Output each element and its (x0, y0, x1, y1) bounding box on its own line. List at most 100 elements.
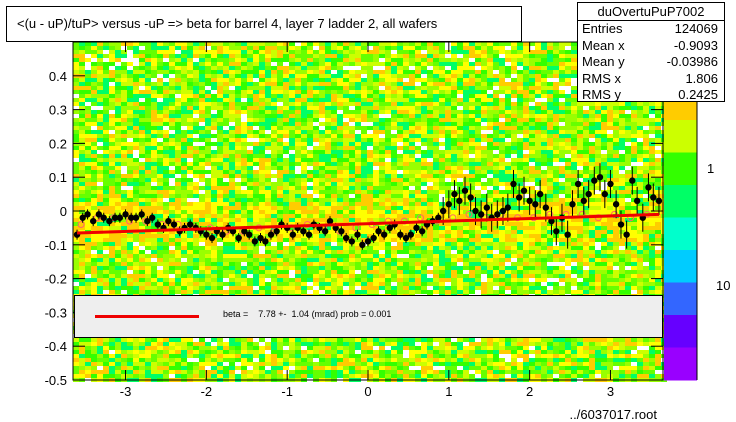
data-point (633, 197, 641, 205)
data-point (127, 214, 135, 221)
data-point (515, 194, 523, 201)
y-tick-label: -0.1 (45, 238, 67, 253)
y-tick-label: -0.5 (45, 373, 67, 388)
z-color-cell (664, 282, 697, 316)
data-point (165, 217, 172, 225)
stats-value: 1.806 (685, 70, 718, 86)
data-point (542, 204, 550, 211)
data-point (235, 234, 242, 242)
y-tick-label: -0.2 (45, 272, 67, 287)
data-point (111, 214, 119, 221)
data-point (397, 231, 404, 238)
data-point (375, 228, 382, 235)
data-point (456, 197, 463, 205)
data-point (79, 214, 86, 221)
data-point (494, 211, 501, 218)
data-point (100, 214, 107, 221)
z-color-cell (664, 152, 697, 186)
data-point (623, 231, 630, 238)
stats-value: 124069 (674, 21, 718, 36)
data-point (186, 221, 194, 228)
z-tick-label: 10 (716, 278, 730, 293)
data-point (359, 241, 366, 248)
data-point (257, 234, 264, 242)
y-tick-label: 0.1 (49, 170, 67, 185)
data-point (445, 201, 453, 208)
data-point (305, 231, 313, 238)
data-point (569, 201, 576, 208)
stats-value: 0.2425 (678, 87, 718, 102)
data-point (617, 221, 625, 228)
data-point (122, 211, 129, 218)
data-point (338, 228, 345, 235)
data-point (332, 224, 339, 232)
data-point (526, 197, 533, 205)
stats-label: RMS y (582, 87, 621, 102)
fit-legend: beta = 7.78 +- 1.04 (mrad) prob = 0.001 (74, 295, 663, 338)
data-point (607, 180, 614, 188)
y-tick-label: 0 (60, 204, 67, 219)
data-point (132, 214, 140, 221)
y-tick-label: 0.2 (49, 136, 67, 151)
stats-row-mean-y: Mean y -0.03986 (578, 54, 724, 71)
legend-text: beta = 7.78 +- 1.04 (mrad) prob = 0.001 (223, 309, 392, 319)
data-point (580, 197, 587, 205)
x-tick-label: -1 (281, 384, 293, 399)
data-point (655, 197, 663, 205)
data-point (144, 217, 151, 225)
data-point (477, 211, 485, 218)
x-tick-label: -2 (201, 384, 213, 399)
data-point (520, 187, 528, 194)
open-marker (77, 221, 85, 229)
data-point (380, 231, 388, 238)
data-point (154, 221, 162, 228)
stats-value: -0.03986 (666, 54, 718, 69)
data-point (548, 217, 555, 225)
y-tick-label: 0.3 (49, 103, 67, 118)
z-color-cell (664, 315, 697, 348)
data-point (364, 238, 372, 245)
data-point (504, 204, 512, 211)
stats-row-mean-x: Mean x -0.9093 (578, 38, 724, 55)
z-color-cell (664, 120, 697, 153)
data-point (170, 221, 178, 228)
data-point (461, 187, 469, 194)
stats-row-rms-y: RMS y 0.2425 (578, 87, 724, 104)
stats-label: RMS x (582, 70, 621, 86)
z-tick-label: 1 (707, 161, 714, 176)
footer-filename: ../6037017.root (570, 407, 658, 422)
x-tick-label: 3 (607, 384, 614, 399)
stats-label: Mean y (582, 54, 625, 69)
y-tick-label: -0.3 (45, 305, 67, 320)
open-marker (465, 210, 473, 218)
stats-label: Mean x (582, 37, 625, 53)
data-point (536, 190, 544, 198)
z-color-cell (664, 185, 697, 218)
data-point (553, 228, 560, 235)
data-point (203, 231, 210, 238)
data-point (467, 194, 474, 201)
data-point (138, 211, 145, 218)
data-point (149, 214, 156, 221)
data-point (370, 234, 377, 242)
data-point (262, 238, 269, 245)
data-point (321, 228, 329, 235)
data-point (439, 207, 447, 215)
stats-row-entries: Entries 124069 (578, 21, 724, 38)
x-tick-label: 2 (526, 384, 533, 399)
data-point (407, 231, 415, 238)
data-point (483, 204, 491, 211)
data-point (645, 184, 652, 191)
data-point (289, 231, 297, 238)
stats-box: duOvertuPuP7002 Entries 124069 Mean x -0.9… (577, 2, 725, 102)
data-point (219, 231, 226, 238)
data-point (116, 214, 124, 221)
chart-title: <(u - uP)/tuP> versus -uP => beta for ba… (6, 6, 522, 42)
data-point (84, 211, 91, 218)
data-point (106, 217, 113, 225)
data-point (413, 224, 420, 232)
data-point (585, 190, 592, 198)
data-point (251, 238, 259, 245)
y-tick-label: 0.4 (49, 69, 67, 84)
